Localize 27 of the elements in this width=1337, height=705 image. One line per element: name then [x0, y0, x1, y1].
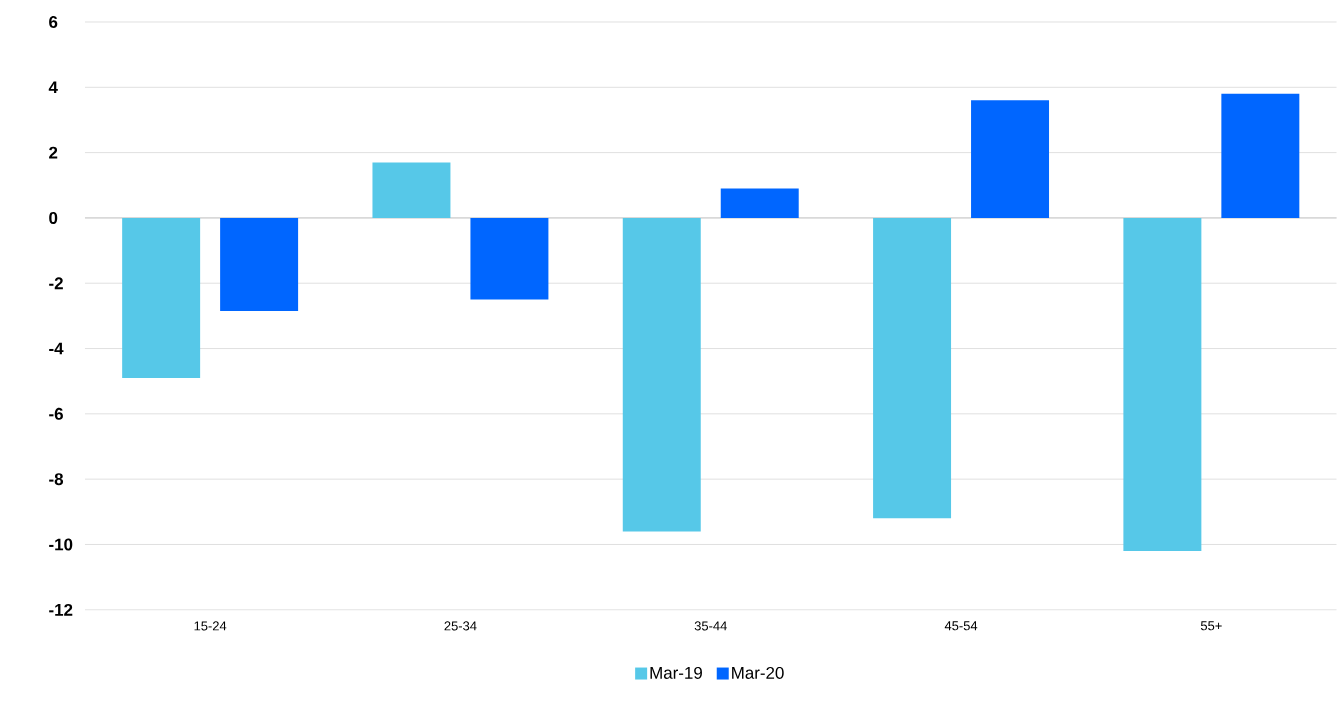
y-tick-label: -2	[49, 277, 63, 290]
bar	[622, 218, 701, 532]
y-tick-label: -4	[49, 342, 64, 355]
x-tick-label: 25-34	[444, 621, 477, 631]
y-tick-label: -10	[49, 538, 73, 551]
x-tick-label: 35-44	[694, 621, 727, 631]
y-tick-label: 6	[49, 16, 58, 29]
bar	[220, 218, 299, 312]
x-tick-label: 55+	[1200, 621, 1222, 631]
y-tick-label: 2	[49, 146, 58, 159]
bar	[470, 218, 549, 300]
bar	[1123, 218, 1202, 552]
y-tick-label: 4	[48, 81, 58, 94]
bar	[372, 162, 451, 219]
x-tick-label: 15-24	[194, 621, 227, 631]
y-tick-label: 0	[49, 212, 58, 225]
legend-label: Mar-19	[650, 666, 702, 679]
bar	[1221, 93, 1300, 219]
bar	[971, 100, 1050, 219]
y-tick-label: -6	[49, 407, 63, 420]
x-tick-label: 45-54	[944, 621, 978, 631]
bar	[720, 188, 799, 219]
legend-label: Mar-20	[732, 666, 784, 679]
y-tick-label: -8	[49, 473, 64, 486]
bar	[122, 218, 201, 379]
y-tick-label: -12	[49, 603, 73, 616]
bar	[873, 218, 952, 519]
